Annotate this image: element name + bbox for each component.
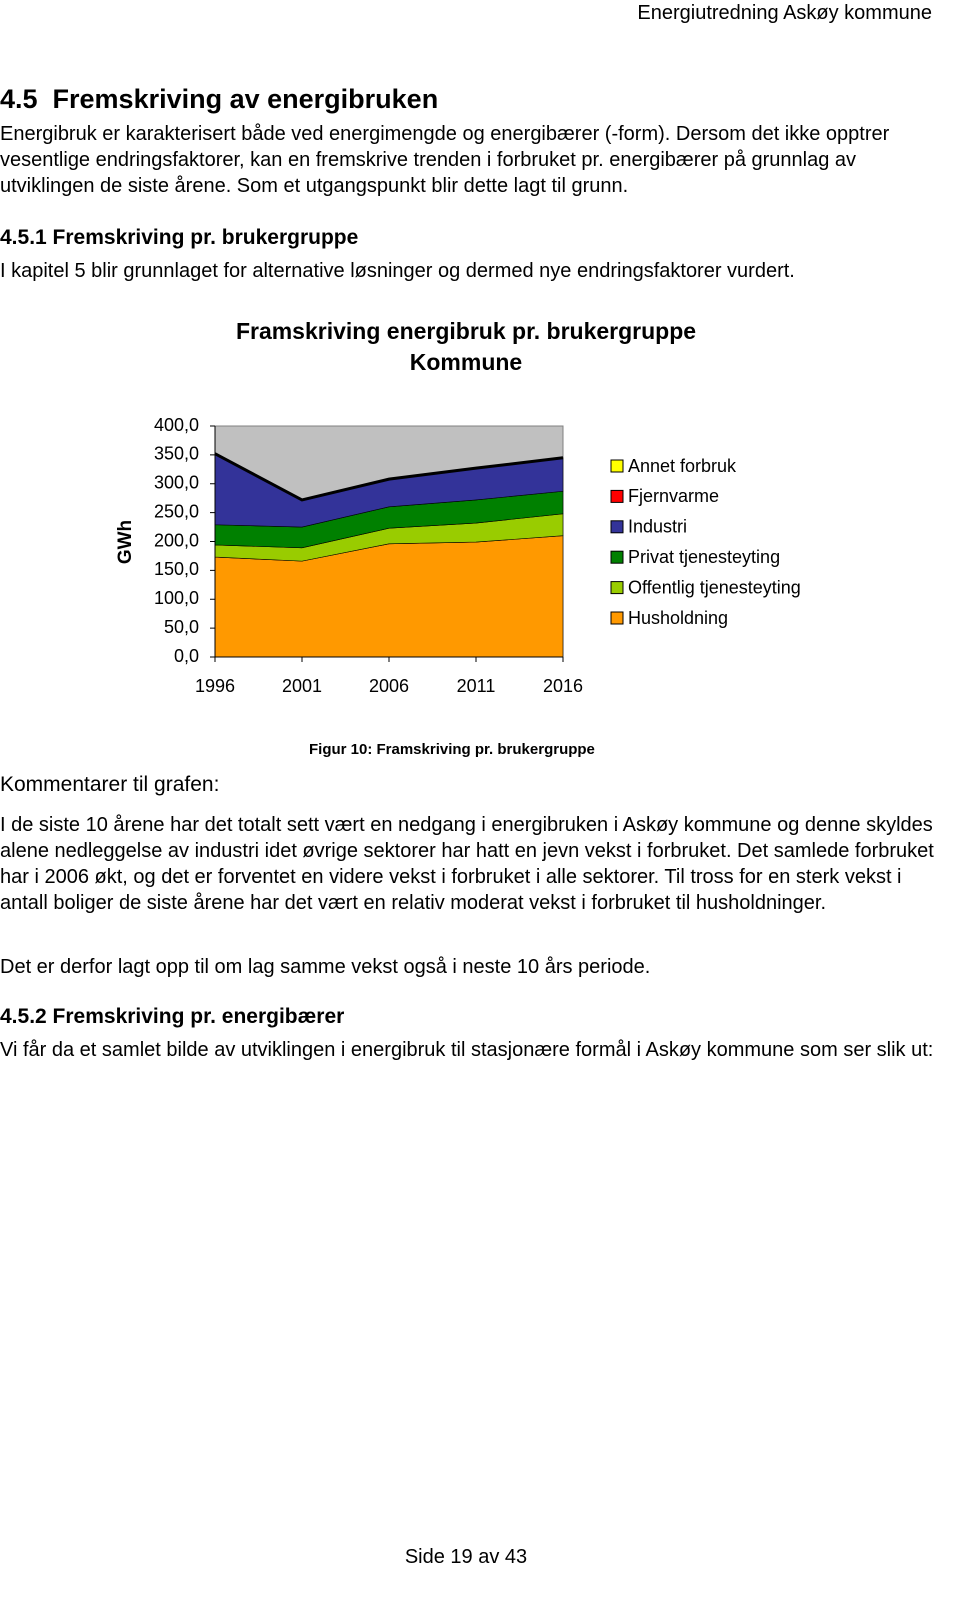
y-tick-label: 400,0	[154, 415, 199, 435]
legend-label: Husholdning	[628, 608, 728, 628]
legend-swatch	[610, 611, 624, 625]
subsection-heading: 4.5.2 Fremskriving pr. energibærer	[0, 1005, 345, 1028]
legend-swatch	[610, 550, 624, 564]
legend-swatch	[610, 459, 624, 473]
chart-subtitle: Kommune	[410, 349, 522, 375]
subsection-heading: 4.5.1 Fremskriving pr. brukergruppe	[0, 226, 359, 249]
x-tick-label: 2006	[369, 676, 409, 696]
paragraph: Energibruk er karakterisert både ved ene…	[0, 123, 890, 197]
x-tick-label: 2011	[457, 676, 496, 696]
page-footer: Side 19 av 43	[404, 1546, 528, 1568]
legend-label: Annet forbruk	[628, 456, 737, 476]
chart: Framskriving energibruk pr. brukergruppe…	[115, 318, 801, 696]
paragraph: Det er derfor lagt opp til om lag samme …	[0, 956, 651, 978]
y-axis-label: GWh	[115, 520, 136, 564]
legend-swatch	[610, 581, 624, 595]
legend-label: Fjernvarme	[628, 486, 719, 506]
y-tick-label: 300,0	[154, 473, 199, 493]
page-header: Energiutredning Askøy kommune	[637, 2, 932, 24]
legend-label: Industri	[628, 517, 687, 537]
y-tick-label: 100,0	[154, 588, 199, 608]
figure-caption: Figur 10: Framskriving pr. brukergruppe	[309, 741, 595, 758]
paragraph: I kapitel 5 blir grunnlaget for alternat…	[0, 260, 795, 282]
x-tick-label: 2016	[543, 676, 583, 696]
x-tick-label: 2001	[282, 676, 322, 696]
comments-heading: Kommentarer til grafen:	[0, 773, 220, 796]
legend-swatch	[610, 489, 624, 503]
paragraph: Vi får da et samlet bilde av utviklingen…	[0, 1039, 934, 1061]
area	[214, 452, 564, 502]
section-heading: 4.5 Fremskriving av energibruken	[0, 84, 439, 114]
y-tick-label: 150,0	[154, 559, 199, 579]
y-tick-label: 250,0	[154, 501, 199, 521]
legend-label: Privat tjenesteyting	[628, 547, 780, 567]
y-tick-label: 350,0	[154, 444, 199, 464]
chart-title: Framskriving energibruk pr. brukergruppe	[236, 318, 696, 344]
y-tick-label: 200,0	[154, 530, 199, 550]
y-tick-label: 0,0	[174, 646, 199, 666]
legend-swatch	[610, 520, 624, 534]
legend-label: Offentlig tjenesteyting	[628, 577, 801, 597]
y-tick-label: 50,0	[164, 617, 199, 637]
x-tick-label: 1996	[195, 676, 235, 696]
paragraph: I de siste 10 årene har det totalt sett …	[0, 814, 934, 914]
